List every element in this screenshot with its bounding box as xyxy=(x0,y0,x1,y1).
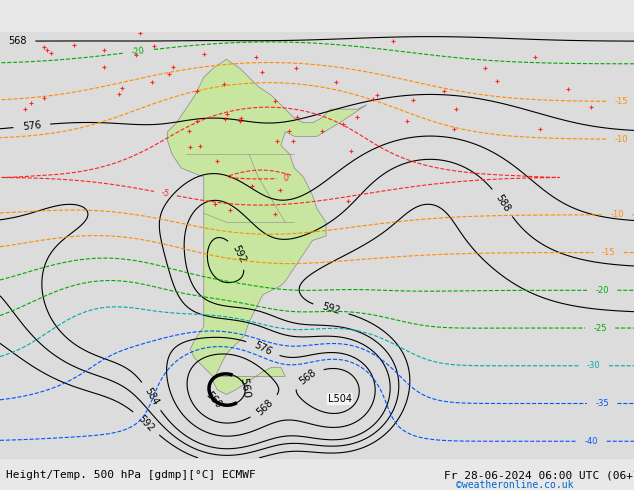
Text: 560: 560 xyxy=(238,377,252,399)
Text: -10: -10 xyxy=(611,210,624,220)
Text: -30: -30 xyxy=(587,361,600,370)
Text: -15: -15 xyxy=(614,97,628,106)
Text: 0: 0 xyxy=(283,173,289,183)
Text: 568: 568 xyxy=(8,36,26,46)
Text: -20: -20 xyxy=(131,46,145,57)
Text: -35: -35 xyxy=(595,399,609,408)
Text: 568: 568 xyxy=(297,368,318,387)
Text: -5: -5 xyxy=(160,188,171,199)
Text: Height/Temp. 500 hPa [gdmp][°C] ECMWF: Height/Temp. 500 hPa [gdmp][°C] ECMWF xyxy=(6,470,256,480)
Text: 592: 592 xyxy=(320,302,341,317)
Text: 560: 560 xyxy=(204,390,224,410)
Text: -40: -40 xyxy=(585,437,598,446)
Text: -10: -10 xyxy=(614,135,628,144)
Text: 584: 584 xyxy=(142,386,160,407)
Text: ©weatheronline.co.uk: ©weatheronline.co.uk xyxy=(456,480,574,490)
Polygon shape xyxy=(167,59,367,394)
Text: 576: 576 xyxy=(252,340,273,357)
Text: 588: 588 xyxy=(493,193,512,213)
Text: -20: -20 xyxy=(595,286,609,295)
Text: -15: -15 xyxy=(602,248,616,257)
Text: 568: 568 xyxy=(255,397,275,417)
Text: Fr 28-06-2024 06:00 UTC (06+72): Fr 28-06-2024 06:00 UTC (06+72) xyxy=(444,470,634,480)
Text: 576: 576 xyxy=(22,120,42,132)
Text: 592: 592 xyxy=(230,244,247,265)
Text: L504: L504 xyxy=(328,394,352,404)
Text: 592: 592 xyxy=(136,413,157,434)
Text: -25: -25 xyxy=(593,323,607,333)
